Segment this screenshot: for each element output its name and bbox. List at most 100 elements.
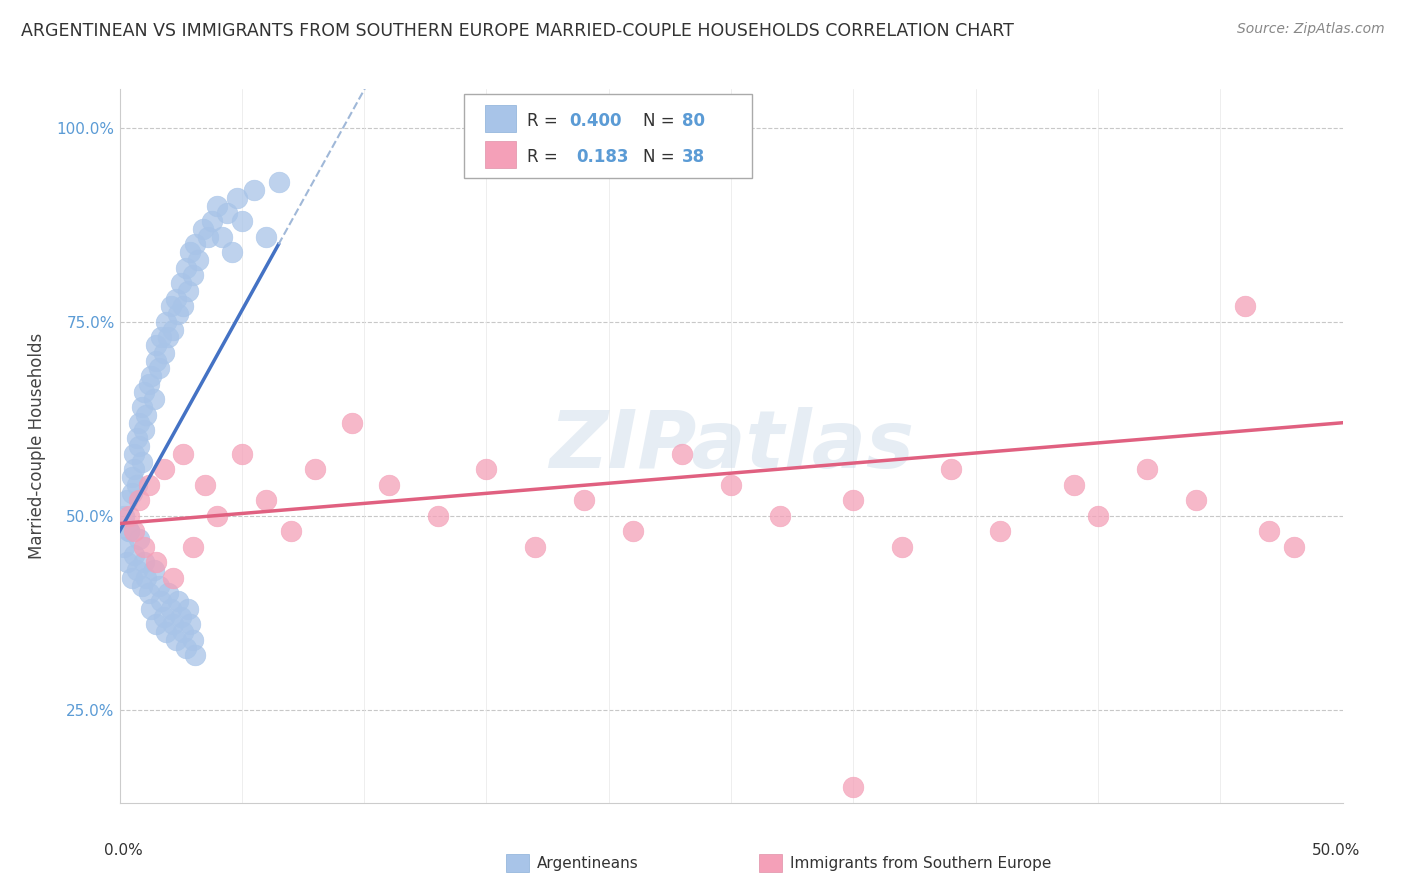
Point [157, 330, 180, 344]
Point [165, 292, 187, 306]
Point [842, 493, 865, 508]
Point [184, 237, 207, 252]
Point [172, 625, 194, 640]
Text: ARGENTINEAN VS IMMIGRANTS FROM SOUTHERN EUROPE MARRIED-COUPLE HOUSEHOLDS CORRELA: ARGENTINEAN VS IMMIGRANTS FROM SOUTHERN … [21, 22, 1014, 40]
Point [217, 206, 239, 220]
Text: 50.0%: 50.0% [1312, 843, 1360, 857]
Point [162, 323, 184, 337]
Point [138, 477, 160, 491]
Point [115, 493, 138, 508]
Point [243, 183, 266, 197]
Point [280, 524, 302, 539]
Point [179, 617, 201, 632]
Point [142, 563, 165, 577]
Point [231, 447, 253, 461]
Point [177, 284, 200, 298]
Point [201, 214, 224, 228]
Point [135, 408, 157, 422]
Point [1282, 540, 1305, 554]
Point [377, 477, 399, 491]
Point [574, 493, 596, 508]
Point [155, 625, 177, 640]
Text: 0.400: 0.400 [569, 112, 621, 130]
Text: 80: 80 [682, 112, 704, 130]
Point [304, 462, 326, 476]
Point [122, 524, 145, 539]
Point [426, 508, 449, 523]
Point [132, 424, 155, 438]
Point [254, 493, 277, 508]
Text: ZIPatlas: ZIPatlas [548, 407, 914, 485]
Point [132, 384, 155, 399]
Point [131, 454, 153, 468]
Point [141, 369, 163, 384]
Point [128, 532, 150, 546]
Point [169, 609, 191, 624]
Point [121, 571, 143, 585]
Point [167, 307, 190, 321]
Point [148, 579, 170, 593]
Point [211, 229, 233, 244]
Point [194, 477, 217, 491]
Point [842, 780, 865, 795]
Point [891, 540, 914, 554]
Point [197, 229, 219, 244]
Point [142, 392, 165, 407]
Point [941, 462, 963, 476]
Point [769, 508, 792, 523]
Point [132, 555, 155, 569]
Point [121, 485, 143, 500]
Point [138, 376, 160, 391]
Point [152, 462, 174, 476]
Point [1063, 477, 1085, 491]
Text: R =: R = [527, 112, 564, 130]
Point [1233, 299, 1256, 313]
Point [138, 586, 160, 600]
Point [162, 571, 184, 585]
Point [122, 462, 145, 476]
Y-axis label: Married-couple Households: Married-couple Households [28, 333, 45, 559]
Text: Immigrants from Southern Europe: Immigrants from Southern Europe [790, 855, 1052, 871]
Text: 0.0%: 0.0% [104, 843, 143, 857]
Point [131, 401, 153, 415]
Point [145, 617, 167, 632]
Point [179, 245, 201, 260]
Text: Source: ZipAtlas.com: Source: ZipAtlas.com [1237, 22, 1385, 37]
Point [157, 586, 180, 600]
Point [148, 361, 170, 376]
Point [112, 540, 135, 554]
Point [221, 245, 243, 260]
Point [145, 353, 167, 368]
Point [1185, 493, 1208, 508]
Point [524, 540, 547, 554]
Point [720, 477, 742, 491]
Point [340, 416, 363, 430]
Point [122, 447, 145, 461]
Text: N =: N = [643, 147, 679, 166]
Point [160, 602, 183, 616]
Point [115, 555, 138, 569]
Point [122, 548, 145, 562]
Point [177, 602, 200, 616]
Point [1258, 524, 1281, 539]
Point [475, 462, 498, 476]
Point [145, 338, 167, 352]
Point [128, 416, 150, 430]
Point [1087, 508, 1109, 523]
Point [174, 640, 197, 655]
Text: N =: N = [643, 112, 679, 130]
Point [150, 330, 173, 344]
Point [125, 563, 148, 577]
Point [267, 175, 290, 189]
Point [671, 447, 693, 461]
Point [231, 214, 253, 228]
Point [226, 191, 249, 205]
Text: Argentineans: Argentineans [537, 855, 638, 871]
Point [132, 540, 155, 554]
Point [207, 198, 229, 212]
Point [152, 346, 174, 360]
Point [141, 602, 163, 616]
Point [172, 447, 194, 461]
Point [112, 508, 135, 523]
Point [118, 508, 141, 523]
